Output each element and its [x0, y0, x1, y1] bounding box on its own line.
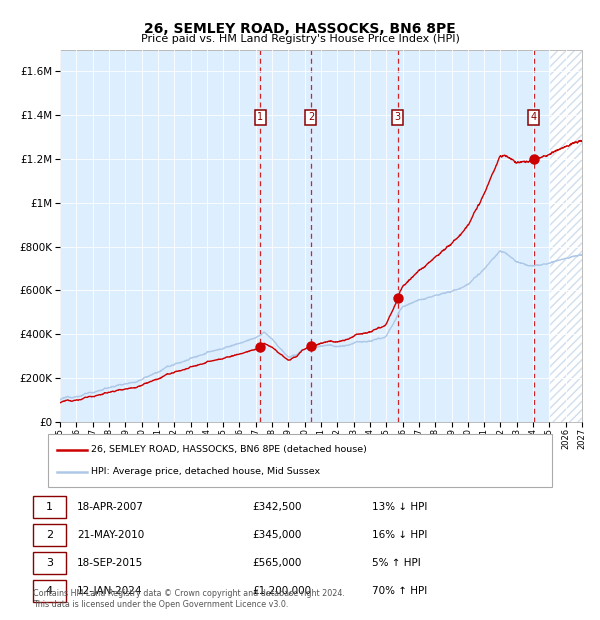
Bar: [550, 50, 582, 422]
Text: 3: 3: [395, 112, 401, 122]
Text: 16% ↓ HPI: 16% ↓ HPI: [372, 530, 427, 540]
Text: £565,000: £565,000: [252, 558, 301, 568]
Text: 1: 1: [257, 112, 263, 122]
Text: 4: 4: [530, 112, 536, 122]
Text: 18-SEP-2015: 18-SEP-2015: [77, 558, 143, 568]
Text: 13% ↓ HPI: 13% ↓ HPI: [372, 502, 427, 512]
Text: 21-MAY-2010: 21-MAY-2010: [77, 530, 144, 540]
Text: Contains HM Land Registry data © Crown copyright and database right 2024.
This d: Contains HM Land Registry data © Crown c…: [33, 590, 345, 609]
Text: 18-APR-2007: 18-APR-2007: [77, 502, 143, 512]
Text: £345,000: £345,000: [252, 530, 301, 540]
Text: 12-JAN-2024: 12-JAN-2024: [77, 586, 142, 596]
Text: 2: 2: [46, 530, 53, 540]
Text: 70% ↑ HPI: 70% ↑ HPI: [372, 586, 427, 596]
Text: 26, SEMLEY ROAD, HASSOCKS, BN6 8PE: 26, SEMLEY ROAD, HASSOCKS, BN6 8PE: [144, 22, 456, 36]
Text: Price paid vs. HM Land Registry's House Price Index (HPI): Price paid vs. HM Land Registry's House …: [140, 34, 460, 44]
Text: 2: 2: [308, 112, 314, 122]
Text: £342,500: £342,500: [252, 502, 302, 512]
Text: 26, SEMLEY ROAD, HASSOCKS, BN6 8PE (detached house): 26, SEMLEY ROAD, HASSOCKS, BN6 8PE (deta…: [91, 445, 367, 454]
Text: 1: 1: [46, 502, 53, 512]
Text: HPI: Average price, detached house, Mid Sussex: HPI: Average price, detached house, Mid …: [91, 467, 320, 476]
Text: £1,200,000: £1,200,000: [252, 586, 311, 596]
Text: 4: 4: [46, 586, 53, 596]
Text: 5% ↑ HPI: 5% ↑ HPI: [372, 558, 421, 568]
Text: 3: 3: [46, 558, 53, 568]
